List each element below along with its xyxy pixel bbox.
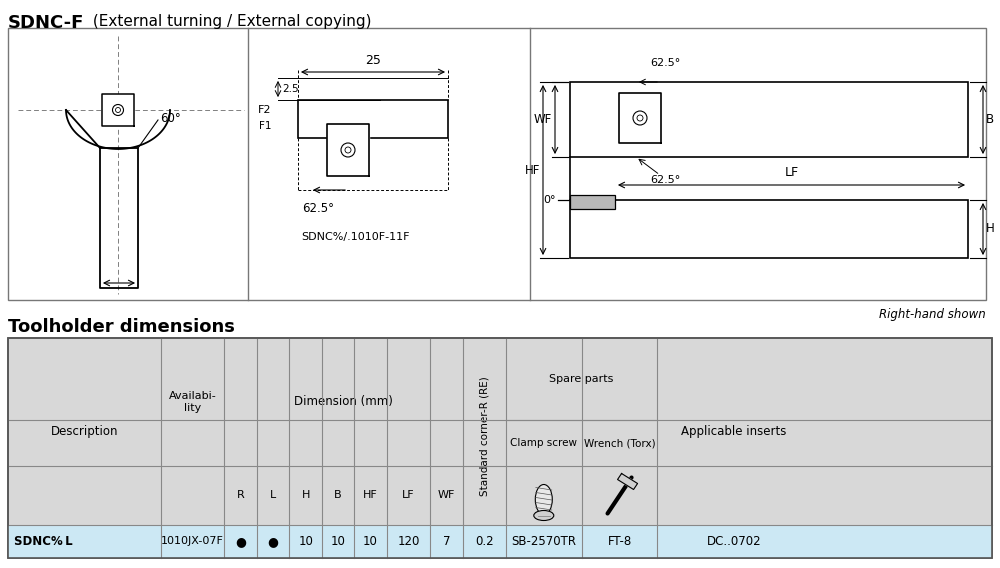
Bar bbox=[570, 200, 968, 258]
Text: Toolholder dimensions: Toolholder dimensions bbox=[8, 318, 235, 336]
Text: B: B bbox=[986, 113, 994, 126]
Ellipse shape bbox=[535, 485, 552, 515]
Text: HF: HF bbox=[363, 491, 378, 500]
Text: Clamp screw: Clamp screw bbox=[510, 438, 577, 448]
Text: Description: Description bbox=[51, 425, 118, 438]
Text: Availabi-
lity: Availabi- lity bbox=[169, 391, 216, 413]
Text: HF: HF bbox=[525, 164, 540, 177]
Text: 120: 120 bbox=[397, 535, 420, 548]
Text: Wrench (Torx): Wrench (Torx) bbox=[584, 438, 655, 448]
Text: 10: 10 bbox=[331, 535, 346, 548]
Text: F2: F2 bbox=[258, 105, 271, 115]
Text: H: H bbox=[301, 491, 310, 500]
Text: 62.5°: 62.5° bbox=[302, 202, 334, 215]
Text: Dimension (mm): Dimension (mm) bbox=[294, 395, 393, 408]
Text: 60°: 60° bbox=[160, 111, 181, 124]
Text: 62.5°: 62.5° bbox=[650, 58, 680, 68]
Text: L: L bbox=[270, 491, 276, 500]
Circle shape bbox=[633, 111, 647, 125]
Text: 2.5: 2.5 bbox=[282, 84, 299, 94]
Text: 7: 7 bbox=[443, 535, 450, 548]
Text: WF: WF bbox=[534, 113, 552, 126]
Text: FT-8: FT-8 bbox=[607, 535, 632, 548]
Text: LF: LF bbox=[784, 166, 799, 179]
Text: B: B bbox=[334, 491, 342, 500]
Text: SB-2570TR: SB-2570TR bbox=[511, 535, 576, 548]
Text: DC..0702: DC..0702 bbox=[706, 535, 761, 548]
Text: WF: WF bbox=[438, 491, 455, 500]
Bar bbox=[8, 338, 992, 558]
Text: 62.5°: 62.5° bbox=[650, 175, 680, 185]
Text: Applicable inserts: Applicable inserts bbox=[681, 425, 786, 438]
Circle shape bbox=[637, 115, 643, 121]
Circle shape bbox=[341, 143, 355, 157]
Bar bbox=[8, 338, 992, 558]
Text: SDNC-F: SDNC-F bbox=[8, 14, 84, 32]
Text: H: H bbox=[986, 223, 995, 236]
Text: LF: LF bbox=[402, 491, 415, 500]
Bar bbox=[298, 100, 448, 138]
Text: 25: 25 bbox=[365, 54, 381, 67]
Text: 0.2: 0.2 bbox=[475, 535, 494, 548]
Text: R: R bbox=[237, 491, 245, 500]
Text: Spare parts: Spare parts bbox=[549, 374, 614, 384]
Polygon shape bbox=[619, 93, 661, 144]
Ellipse shape bbox=[534, 511, 554, 520]
Text: F1: F1 bbox=[258, 121, 271, 131]
Text: (External turning / External copying): (External turning / External copying) bbox=[88, 14, 372, 29]
Text: 0°: 0° bbox=[544, 195, 556, 205]
Text: Standard corner-R (RE): Standard corner-R (RE) bbox=[479, 377, 489, 496]
Bar bbox=[8, 28, 986, 300]
Text: 1010JX-07F: 1010JX-07F bbox=[161, 537, 224, 546]
Bar bbox=[570, 195, 615, 209]
Text: Right-hand shown: Right-hand shown bbox=[879, 308, 986, 321]
Bar bbox=[8, 525, 992, 558]
Polygon shape bbox=[618, 474, 638, 490]
Text: 10: 10 bbox=[298, 535, 313, 548]
Circle shape bbox=[112, 105, 124, 115]
Polygon shape bbox=[327, 124, 369, 176]
Bar bbox=[570, 82, 968, 157]
Text: ●: ● bbox=[268, 535, 279, 548]
Text: SDNC% L: SDNC% L bbox=[14, 535, 73, 548]
Text: SDNC%/.1010F-11F: SDNC%/.1010F-11F bbox=[301, 232, 409, 242]
Text: 10: 10 bbox=[363, 535, 378, 548]
Text: ●: ● bbox=[235, 535, 246, 548]
Circle shape bbox=[345, 147, 351, 153]
Polygon shape bbox=[102, 94, 134, 126]
